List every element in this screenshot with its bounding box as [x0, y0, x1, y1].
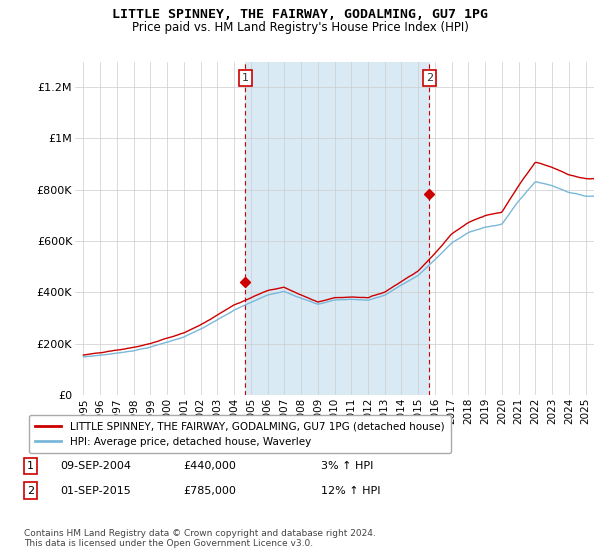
- Text: 3% ↑ HPI: 3% ↑ HPI: [321, 461, 373, 471]
- Text: 1: 1: [27, 461, 34, 471]
- Bar: [245, 62, 430, 395]
- Text: 1: 1: [242, 73, 249, 83]
- Text: 09-SEP-2004: 09-SEP-2004: [60, 461, 131, 471]
- Text: LITTLE SPINNEY, THE FAIRWAY, GODALMING, GU7 1PG: LITTLE SPINNEY, THE FAIRWAY, GODALMING, …: [112, 8, 488, 21]
- Text: Price paid vs. HM Land Registry's House Price Index (HPI): Price paid vs. HM Land Registry's House …: [131, 21, 469, 34]
- Text: 2: 2: [426, 73, 433, 83]
- Text: Contains HM Land Registry data © Crown copyright and database right 2024.
This d: Contains HM Land Registry data © Crown c…: [24, 529, 376, 548]
- Text: £785,000: £785,000: [183, 486, 236, 496]
- Text: 01-SEP-2015: 01-SEP-2015: [60, 486, 131, 496]
- Text: 2: 2: [27, 486, 34, 496]
- Legend: LITTLE SPINNEY, THE FAIRWAY, GODALMING, GU7 1PG (detached house), HPI: Average p: LITTLE SPINNEY, THE FAIRWAY, GODALMING, …: [29, 415, 451, 453]
- Text: 12% ↑ HPI: 12% ↑ HPI: [321, 486, 380, 496]
- Text: £440,000: £440,000: [183, 461, 236, 471]
